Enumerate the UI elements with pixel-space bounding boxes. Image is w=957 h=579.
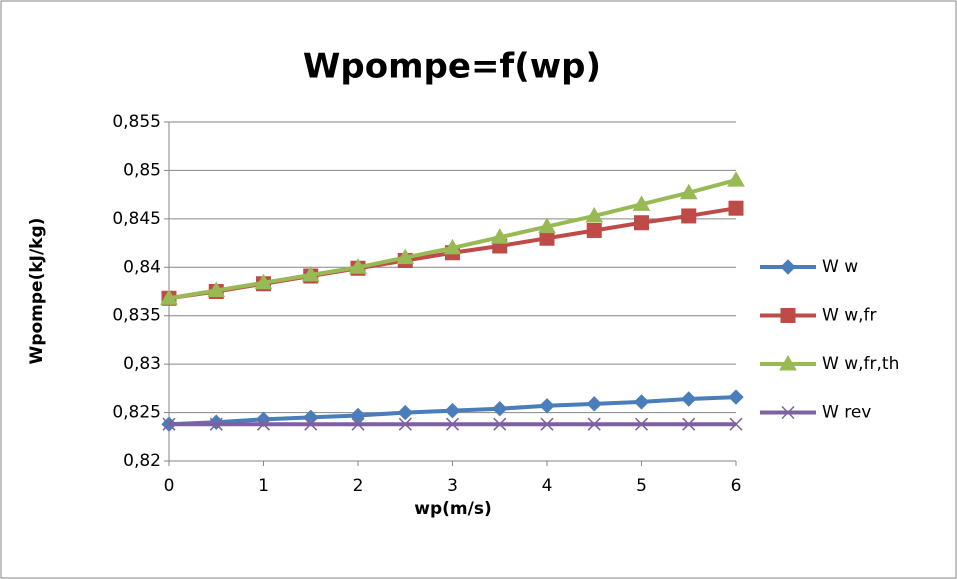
legend-label: W w,fr,th: [822, 354, 899, 374]
x-tick-label: 1: [258, 476, 269, 496]
marker: [254, 273, 273, 290]
marker: [540, 417, 554, 431]
x-axis-title: wp(m/s): [414, 499, 491, 519]
marker: [634, 215, 649, 231]
marker: [633, 394, 650, 410]
legend-label: W rev: [822, 403, 871, 423]
y-tick-label: 0,855: [112, 112, 161, 132]
y-tick-label: 0,825: [112, 403, 161, 423]
marker: [728, 200, 744, 216]
marker: [209, 417, 223, 431]
y-tick-label: 0,84: [123, 257, 161, 277]
x-tick-label: 2: [353, 476, 364, 496]
y-axis-title: Wpompe(kJ/kg): [27, 218, 47, 365]
marker: [587, 417, 601, 431]
marker: [162, 417, 176, 431]
marker: [160, 289, 178, 305]
marker: [538, 217, 556, 234]
marker: [207, 281, 226, 298]
marker: [397, 404, 413, 421]
marker: [490, 228, 509, 244]
marker: [539, 230, 555, 246]
x-tick-label: 5: [636, 476, 647, 496]
marker: [586, 222, 602, 238]
marker: [781, 405, 795, 420]
marker: [729, 417, 743, 431]
y-tick-label: 0,845: [112, 209, 161, 229]
marker: [492, 400, 508, 417]
marker: [727, 171, 745, 187]
marker: [632, 195, 651, 211]
marker: [780, 308, 796, 323]
marker: [444, 402, 461, 419]
x-tick-label: 0: [164, 476, 175, 496]
marker: [396, 248, 415, 265]
marker: [728, 389, 744, 405]
marker: [682, 417, 696, 431]
chart-title: Wpompe=f(wp): [303, 47, 601, 87]
marker: [679, 183, 698, 200]
y-tick-label: 0,85: [123, 160, 161, 180]
marker: [493, 417, 507, 431]
marker: [443, 238, 462, 255]
marker: [351, 417, 365, 431]
marker: [301, 266, 320, 282]
y-tick-label: 0,82: [123, 451, 161, 471]
legend-label: W w: [822, 257, 858, 277]
x-tick-label: 4: [542, 476, 553, 496]
marker: [586, 396, 602, 412]
marker: [634, 417, 649, 431]
marker: [681, 208, 697, 224]
marker: [585, 206, 604, 223]
marker: [349, 258, 367, 274]
marker: [681, 391, 697, 407]
x-tick-label: 3: [447, 476, 458, 496]
y-tick-label: 0,83: [123, 354, 161, 374]
legend-label: W w,fr: [822, 306, 877, 326]
marker: [779, 354, 797, 371]
marker: [398, 417, 412, 431]
marker: [256, 417, 271, 431]
marker: [304, 417, 318, 431]
marker: [445, 417, 460, 431]
marker: [780, 259, 796, 275]
x-tick-label: 6: [731, 476, 742, 496]
y-tick-label: 0,835: [112, 306, 161, 326]
marker: [539, 398, 555, 414]
